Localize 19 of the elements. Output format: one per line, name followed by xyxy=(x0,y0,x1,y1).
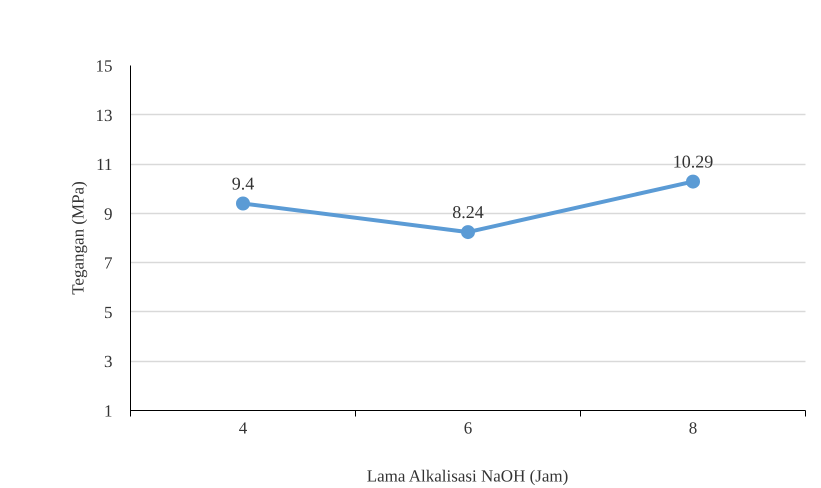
point xyxy=(236,196,250,210)
data-label: 9.4 xyxy=(232,174,254,194)
y-tick-label: 9 xyxy=(104,204,112,224)
y-tick-label: 1 xyxy=(104,402,112,420)
data-label: 10.29 xyxy=(672,152,714,172)
y-tick-label: 13 xyxy=(96,106,112,125)
y-tick-label: 11 xyxy=(96,155,113,174)
y-tick-label: 5 xyxy=(104,302,112,322)
point xyxy=(686,174,700,189)
y-axis-title: Tegangan (MPa) xyxy=(68,181,88,295)
x-tick-label: 8 xyxy=(688,418,698,438)
point xyxy=(461,225,475,240)
y-tick-label: 7 xyxy=(104,254,113,273)
x-tick-label: 4 xyxy=(238,418,248,438)
x-axis-title: Lama Alkalisasi NaOH (Jam) xyxy=(366,466,568,486)
data-label: 8.24 xyxy=(452,202,484,222)
y-tick-label: 15 xyxy=(96,56,112,76)
y-tick-label: 3 xyxy=(104,352,112,372)
x-tick-label: 6 xyxy=(464,418,472,438)
